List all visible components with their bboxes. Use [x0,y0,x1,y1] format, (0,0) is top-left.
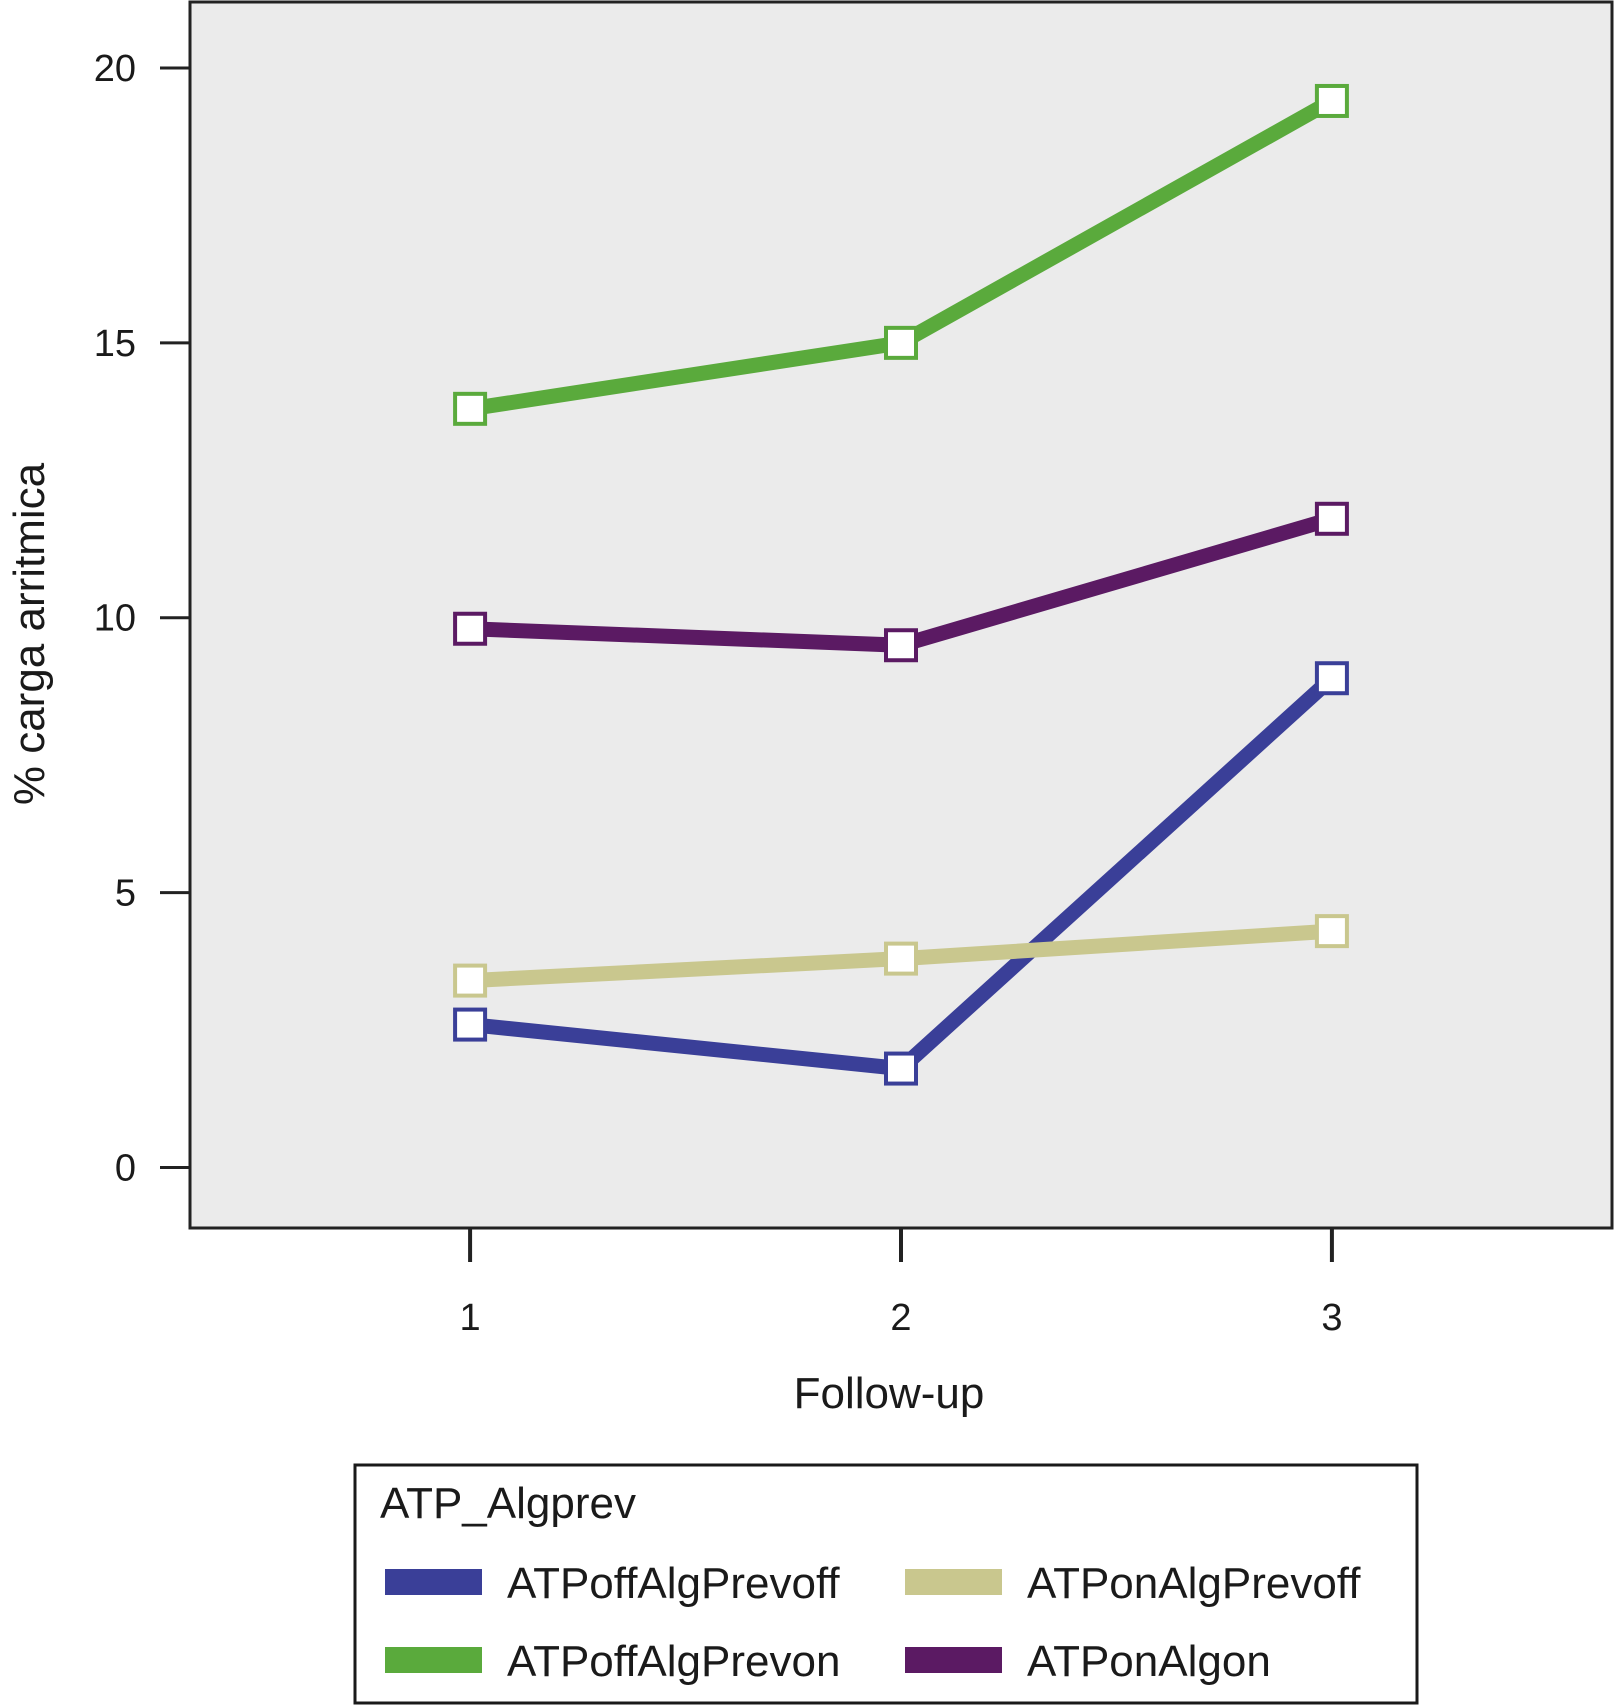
y-axis-label: % carga arritmica [5,462,54,805]
x-tick-label: 1 [460,1297,481,1339]
legend-label: ATPonAlgon [1027,1637,1271,1686]
legend-label: ATPonAlgPrevoff [1027,1559,1361,1608]
series-ATPoffAlgPrevoff [453,661,1349,1086]
legend-item: ATPonAlgPrevoff [905,1559,1361,1608]
data-point [884,325,918,360]
legend-label: ATPoffAlgPrevoff [507,1559,840,1608]
legend: ATP_Algprev ATPoffAlgPrevoff ATPoffAlgPre… [353,1463,1419,1705]
data-point [453,1007,488,1042]
data-point [1314,501,1349,536]
legend-label: ATPoffAlgPrevon [507,1637,840,1686]
y-tick-label: 20 [94,48,136,90]
x-axis-label: Follow-up [794,1369,985,1418]
legend-swatch [385,1647,482,1673]
legend-title: ATP_Algprev [380,1479,636,1528]
data-point [453,611,488,646]
legend-swatch [385,1569,482,1595]
plot-background [188,0,1614,1230]
legend-box [353,1463,1419,1705]
x-tick-label: 2 [890,1297,911,1339]
data-point [453,391,488,426]
data-point [884,941,918,976]
data-point [1314,83,1349,118]
y-tick-label: 15 [94,323,136,365]
data-point [1314,661,1349,696]
x-axis: 1 2 3 [460,1228,1342,1339]
legend-item: ATPonAlgon [905,1637,1271,1686]
data-point [884,1051,918,1086]
series-ATPonAlgPrevoff [453,914,1349,998]
data-point [453,963,488,998]
y-tick-label: 5 [115,873,136,915]
series-ATPoffAlgPrevon [453,83,1349,426]
legend-swatch [905,1647,1002,1673]
y-tick-label: 0 [115,1148,136,1190]
series-ATPonAlgon [453,501,1349,663]
x-tick-label: 3 [1321,1297,1342,1339]
legend-item: ATPoffAlgPrevon [385,1637,840,1686]
plot-area [188,0,1614,1230]
series-group [453,83,1349,1086]
legend-swatch [905,1569,1002,1595]
data-point [1314,914,1349,949]
data-point [884,628,918,663]
y-axis: 0 5 10 15 20 [94,48,190,1190]
legend-item: ATPoffAlgPrevoff [385,1559,840,1608]
y-tick-label: 10 [94,598,136,640]
